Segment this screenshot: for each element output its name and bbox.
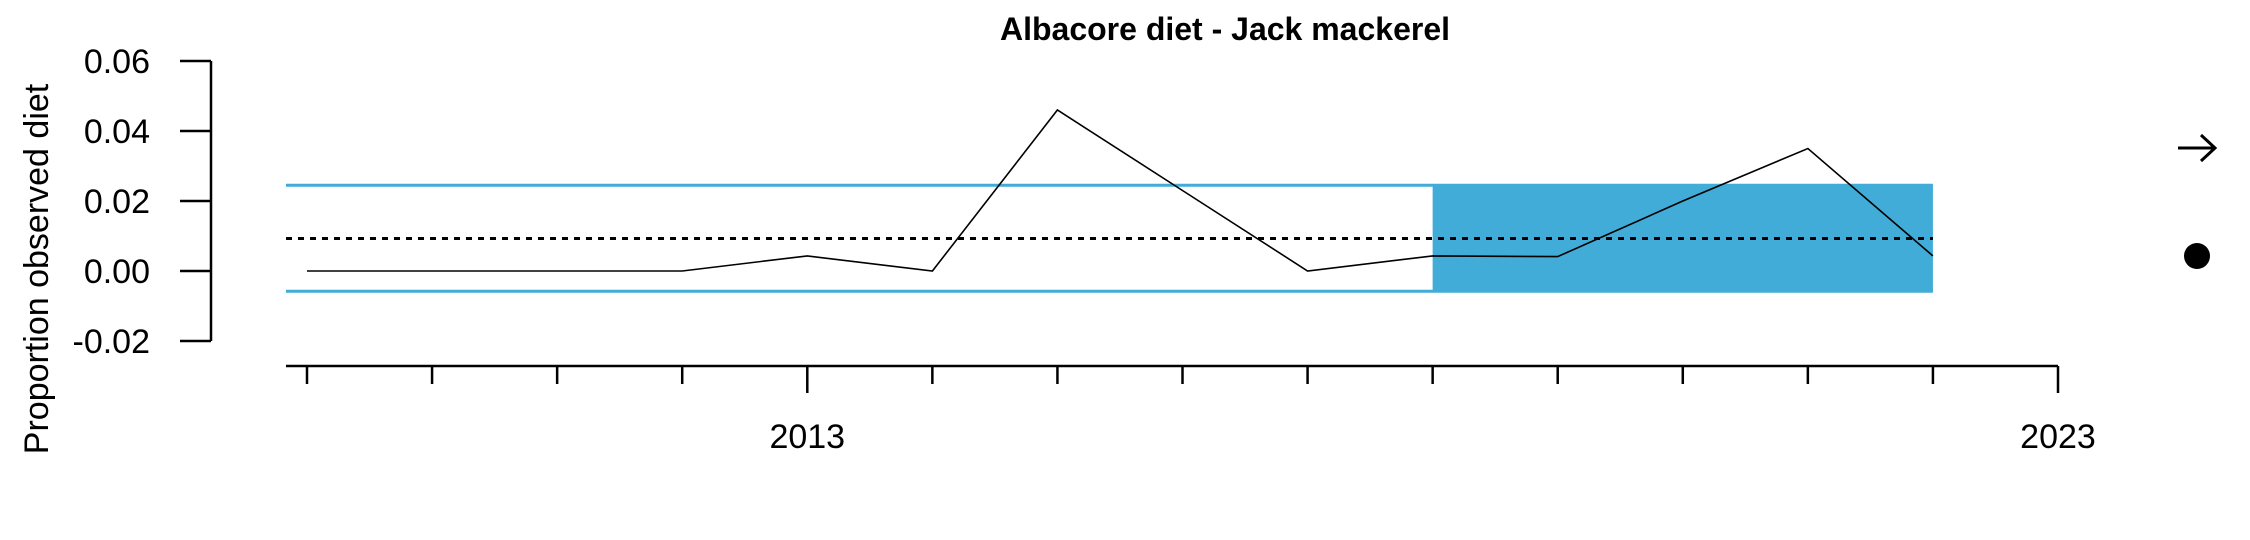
y-tick-label: -0.02 <box>73 323 151 361</box>
y-tick-label: 0.06 <box>84 43 150 81</box>
y-axis: -0.02 0.00 0.02 0.04 0.06 <box>73 43 213 361</box>
y-tick-label: 0.02 <box>84 183 150 221</box>
y-axis-label: Proportion observed diet <box>18 83 56 454</box>
series-layer <box>307 108 1934 272</box>
chart-title: Albacore diet - Jack mackerel <box>1000 11 1450 47</box>
x-axis: 2013 2023 <box>286 364 2096 456</box>
series-line <box>307 108 1934 272</box>
arrow-right-icon <box>2178 133 2218 163</box>
reference-lines-layer <box>286 183 1933 293</box>
y-tick-label: 0.00 <box>84 253 150 291</box>
filled-circle-icon <box>2184 243 2210 269</box>
x-tick-label: 2013 <box>769 418 845 456</box>
x-tick-label: 2023 <box>2020 418 2096 456</box>
y-tick-label: 0.04 <box>84 113 150 151</box>
